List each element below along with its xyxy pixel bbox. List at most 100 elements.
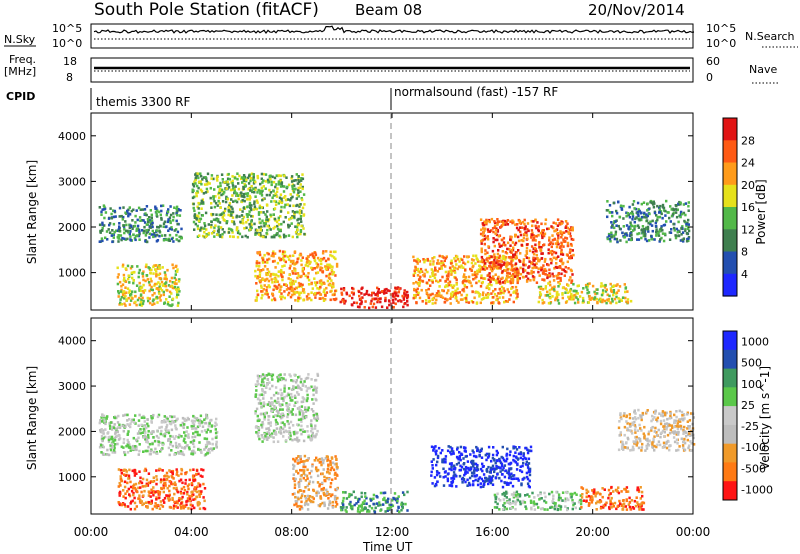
nave-tick-top: 60 [706, 55, 720, 68]
power-cell [569, 276, 572, 279]
power-cell [242, 187, 245, 191]
power-cell [259, 189, 262, 193]
power-cell [421, 300, 424, 303]
power-cell [492, 237, 495, 240]
power-cell [278, 256, 281, 260]
power-cell [287, 211, 290, 214]
power-cell [511, 241, 515, 244]
power-cell [463, 297, 466, 300]
power-cell [516, 235, 520, 239]
velocity-cell [310, 419, 313, 422]
power-cell [117, 295, 120, 298]
power-cell [293, 292, 296, 296]
power-cell [472, 254, 475, 258]
velocity-cell [330, 457, 334, 460]
velocity-cell [358, 510, 361, 514]
power-cell [123, 237, 126, 241]
velocity-cell [254, 412, 257, 415]
power-cell [661, 216, 664, 220]
power-cell [559, 230, 562, 233]
velocity-cell [108, 424, 112, 428]
power-cell [483, 264, 486, 267]
power-cell [546, 273, 549, 277]
velocity-cell [186, 499, 189, 503]
velocity-cell [203, 418, 206, 421]
velocity-cell [281, 392, 284, 396]
power-cell [151, 221, 154, 225]
power-cell [564, 236, 567, 240]
power-cell [256, 231, 259, 235]
velocity-cell [143, 424, 147, 427]
power-cell [280, 222, 283, 226]
power-cell [582, 299, 585, 303]
power-cell [283, 264, 286, 267]
power-cell [557, 302, 561, 305]
power-cell [531, 231, 534, 235]
velocity-cell [324, 457, 327, 460]
power-cell [497, 249, 500, 252]
power-cell [141, 208, 145, 211]
velocity-cell [103, 416, 106, 419]
velocity-cell [109, 444, 112, 447]
power-cell [544, 294, 547, 297]
velocity-cell [169, 440, 173, 444]
power-cell [441, 296, 445, 299]
power-cell [163, 302, 166, 305]
velocity-cell [99, 429, 102, 432]
power-cell [499, 292, 502, 296]
velocity-cell [139, 499, 142, 502]
power-cell [139, 286, 142, 290]
power-cell [117, 290, 120, 293]
power-cell [556, 239, 559, 243]
velocity-cell [143, 416, 146, 420]
power-cell [177, 301, 180, 305]
velocity-cell [280, 376, 283, 380]
velocity-cell [294, 499, 297, 503]
power-cell [265, 218, 268, 221]
power-cell [454, 294, 457, 297]
power-cell [148, 232, 151, 236]
power-cell [113, 209, 116, 213]
power-cell [649, 220, 652, 224]
power-cell [168, 227, 172, 230]
power-cell [230, 214, 233, 217]
power-cell [636, 212, 639, 216]
velocity-cell [192, 476, 195, 479]
power-cell [566, 254, 569, 257]
power-cell [257, 226, 261, 229]
power-cell [284, 283, 287, 286]
velocity-cell [152, 493, 155, 497]
velocity-cell [199, 448, 202, 452]
velocity-cell [315, 391, 318, 394]
power-cell [556, 241, 559, 244]
velocity-cell [272, 440, 275, 444]
power-cell [525, 275, 528, 278]
power-cell [549, 283, 552, 287]
velocity-cell [192, 468, 195, 471]
power-cell [194, 173, 197, 176]
velocity-cell [190, 424, 193, 428]
velocity-cell [279, 416, 283, 420]
velocity-cell [187, 433, 190, 436]
power-cell [535, 234, 538, 238]
velocity-cell [310, 378, 313, 381]
power-cell [297, 175, 300, 178]
power-cell [293, 287, 296, 291]
power-cell [298, 180, 301, 184]
velocity-cell [285, 430, 289, 433]
power-cell [147, 281, 151, 284]
velocity-cell [183, 437, 186, 441]
power-cell [460, 264, 463, 267]
power-cell [242, 176, 245, 180]
power-cell [661, 205, 665, 209]
power-cell [269, 228, 272, 231]
velocity-cell [324, 494, 328, 497]
power-cell [217, 220, 220, 223]
power-cell [539, 287, 542, 291]
velocity-cell [110, 442, 113, 446]
velocity-cell [198, 507, 202, 510]
velocity-cell [273, 432, 277, 435]
power-cell [292, 254, 295, 257]
power-cell [200, 202, 203, 205]
power-cell [658, 206, 661, 209]
